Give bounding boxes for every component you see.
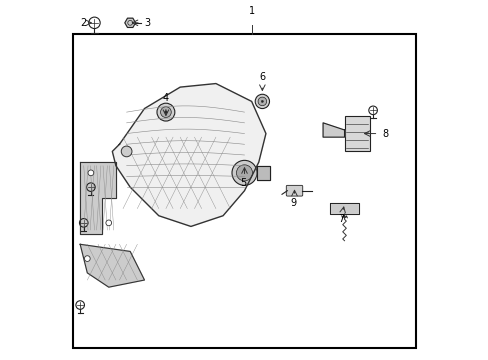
Text: 8: 8 xyxy=(381,129,387,139)
Circle shape xyxy=(106,220,111,226)
Polygon shape xyxy=(329,203,358,214)
Text: 3: 3 xyxy=(144,18,150,28)
Polygon shape xyxy=(323,123,344,137)
Text: 4: 4 xyxy=(163,93,169,103)
Circle shape xyxy=(261,100,263,103)
Text: 5: 5 xyxy=(240,178,246,188)
FancyBboxPatch shape xyxy=(344,116,369,152)
Circle shape xyxy=(121,146,132,157)
Polygon shape xyxy=(112,84,265,226)
Circle shape xyxy=(157,103,175,121)
Circle shape xyxy=(84,256,90,261)
FancyBboxPatch shape xyxy=(285,185,302,196)
Circle shape xyxy=(164,111,167,113)
Ellipse shape xyxy=(231,160,257,185)
Text: 9: 9 xyxy=(290,198,296,208)
Polygon shape xyxy=(124,18,135,27)
Polygon shape xyxy=(257,166,269,180)
Text: 2: 2 xyxy=(80,18,86,28)
Circle shape xyxy=(258,97,266,106)
Polygon shape xyxy=(80,244,144,287)
Text: 1: 1 xyxy=(248,6,254,16)
Circle shape xyxy=(255,94,269,109)
Polygon shape xyxy=(80,162,116,234)
Text: 7: 7 xyxy=(338,214,344,224)
Circle shape xyxy=(160,107,171,117)
Circle shape xyxy=(88,170,94,176)
Ellipse shape xyxy=(236,165,252,181)
Text: 6: 6 xyxy=(259,72,265,82)
